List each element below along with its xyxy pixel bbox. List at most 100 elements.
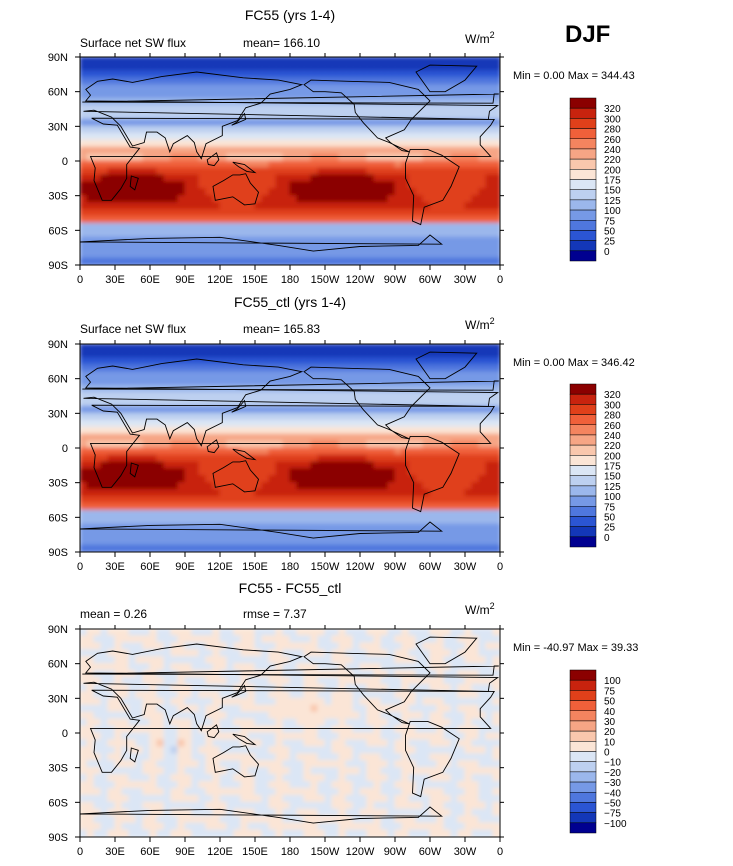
heat-cell (163, 509, 172, 519)
heat-cell (142, 195, 151, 204)
heat-cell (86, 243, 95, 253)
heat-cell (331, 544, 340, 552)
heat-cell (443, 635, 452, 644)
heat-cell (338, 236, 347, 246)
heat-cell (93, 70, 102, 79)
heat-cell (338, 509, 347, 519)
heat-cell (135, 146, 144, 156)
heat-cell (310, 84, 319, 93)
heat-cell (275, 202, 284, 211)
heat-cell (261, 70, 270, 79)
heat-cell (345, 711, 354, 721)
heat-cell (471, 523, 480, 533)
heat-cell (373, 250, 382, 260)
heat-cell (128, 677, 137, 686)
heat-cell (86, 250, 95, 260)
heat-cell (121, 697, 130, 707)
heat-cell (170, 146, 179, 156)
heat-cell (478, 118, 487, 128)
heat-cell (457, 426, 466, 436)
heat-cell (394, 229, 403, 239)
heat-cell (457, 357, 466, 366)
heat-cell (352, 111, 361, 121)
heat-cell (261, 711, 270, 721)
heat-cell (177, 426, 186, 436)
heat-cell (205, 516, 214, 526)
colorbar-label: 75 (604, 216, 616, 227)
heat-cell (485, 118, 494, 128)
colorbar-swatch (569, 444, 597, 456)
heat-cell (247, 663, 256, 672)
heat-cell (205, 392, 214, 401)
heat-cell (219, 642, 228, 651)
heat-cell (261, 243, 270, 253)
heat-cell (429, 77, 438, 86)
heat-cell (338, 753, 347, 762)
heat-cell (261, 739, 270, 748)
heat-cell (366, 496, 375, 505)
heat-cell (443, 697, 452, 707)
heat-cell (429, 98, 438, 107)
heat-cell (107, 516, 116, 526)
heat-cell (366, 181, 375, 190)
heat-cell (457, 509, 466, 519)
heat-cell (114, 146, 123, 156)
heat-cell (100, 739, 109, 748)
heat-cell (121, 468, 130, 477)
heat-cell (338, 440, 347, 449)
heat-cell (436, 98, 445, 107)
heat-cell (296, 153, 305, 162)
heat-cell (268, 663, 277, 672)
heat-cell (352, 209, 361, 218)
heat-cell (275, 482, 284, 491)
heat-cell (156, 139, 165, 149)
heat-cell (135, 125, 144, 135)
units-base: W/m (465, 32, 490, 46)
heat-cell (184, 146, 193, 156)
heat-cell (345, 371, 354, 380)
heat-cell (464, 350, 473, 359)
heat-cell (219, 344, 228, 352)
heat-cell (240, 426, 249, 436)
heat-cell (485, 98, 494, 107)
heat-cell (429, 642, 438, 651)
heat-cell (373, 461, 382, 470)
colorbar-label: 100 (604, 206, 621, 217)
heat-cell (289, 236, 298, 246)
heat-cell (366, 236, 375, 246)
heat-cell (331, 649, 340, 658)
heat-cell (275, 509, 284, 519)
heat-cell (163, 502, 172, 512)
heat-cell (268, 753, 277, 762)
heat-cell (478, 489, 487, 498)
heat-cell (100, 350, 109, 359)
heat-cell (436, 70, 445, 79)
heat-cell (114, 649, 123, 658)
heat-cell (366, 91, 375, 100)
heat-cell (296, 91, 305, 100)
heat-cell (191, 635, 200, 644)
heat-cell (485, 683, 494, 693)
heat-cell (317, 523, 326, 533)
heat-cell (219, 509, 228, 519)
heat-cell (170, 250, 179, 260)
heat-cell (352, 468, 361, 477)
heat-cell (233, 426, 242, 436)
heat-cell (93, 350, 102, 359)
heat-cell (121, 677, 130, 686)
heat-cell (289, 229, 298, 239)
heat-cell (93, 489, 102, 498)
heat-cell (422, 371, 431, 380)
heat-cell (268, 257, 277, 265)
heat-cell (457, 690, 466, 700)
heat-cell (198, 426, 207, 436)
heat-cell (303, 243, 312, 253)
heat-cell (149, 649, 158, 658)
heat-cell (359, 63, 368, 72)
heat-cell (86, 475, 95, 484)
heat-cell (373, 405, 382, 415)
heat-cell (240, 57, 249, 65)
heat-cell (471, 111, 480, 121)
heat-cell (191, 412, 200, 422)
heat-cell (86, 732, 95, 741)
